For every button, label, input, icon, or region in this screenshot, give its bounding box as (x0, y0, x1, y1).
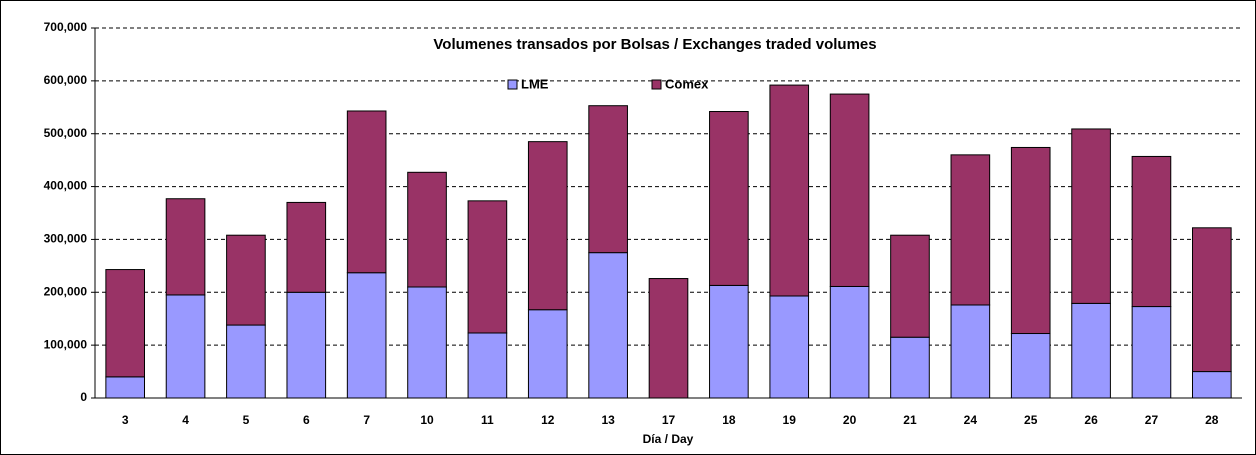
bar-segment (588, 105, 628, 254)
bar-segment (588, 252, 628, 399)
bar-segment (890, 336, 930, 399)
x-tick-label: 26 (1084, 413, 1098, 427)
bar-segment (226, 234, 266, 326)
x-tick-label: 27 (1145, 413, 1159, 427)
legend-label: Comex (665, 76, 709, 91)
bar-segment (286, 201, 327, 293)
y-tick-label: 400,000 (44, 179, 88, 193)
x-tick-label: 11 (481, 413, 494, 427)
bar-segment (527, 141, 568, 311)
legend-swatch (507, 79, 518, 90)
y-tick-label: 500,000 (44, 126, 88, 140)
bar-segment (346, 110, 387, 274)
bar-segment (467, 332, 508, 399)
x-tick-label: 12 (541, 413, 555, 427)
legend-label: LME (521, 76, 549, 91)
bar-segment (890, 234, 930, 338)
x-tick-label: 5 (243, 413, 250, 427)
bar-segment (829, 285, 870, 399)
bar-segment (105, 269, 146, 378)
x-tick-label: 6 (303, 413, 310, 427)
x-tick-label: 20 (843, 413, 857, 427)
bar-segment (709, 284, 749, 399)
bar-segment (769, 295, 810, 399)
bar-segment (709, 111, 749, 286)
bar-segment (1071, 302, 1111, 399)
bar-segment (648, 278, 689, 399)
y-tick-label: 300,000 (44, 232, 88, 246)
x-tick-label: 21 (903, 413, 917, 427)
bar-segment (829, 93, 870, 287)
bar-segment (527, 309, 568, 399)
y-tick-label: 200,000 (44, 284, 88, 298)
bar-segment (1010, 333, 1051, 399)
bar-segment (346, 272, 387, 399)
x-tick-label: 24 (964, 413, 978, 427)
x-tick-label: 3 (122, 413, 129, 427)
x-tick-label: 28 (1205, 413, 1219, 427)
y-tick-label: 700,000 (44, 20, 88, 34)
bar-segment (1010, 146, 1051, 335)
bar-segment (950, 154, 991, 306)
chart-title: Volumenes transados por Bolsas / Exchang… (433, 36, 876, 53)
x-tick-label: 25 (1024, 413, 1038, 427)
bar-segment (1131, 155, 1172, 308)
x-tick-label: 18 (722, 413, 736, 427)
bar-segment (1071, 128, 1111, 304)
bar-segment (105, 376, 146, 399)
x-tick-label: 4 (182, 413, 189, 427)
x-axis-title: Día / Day (643, 432, 694, 446)
x-tick-label: 10 (420, 413, 434, 427)
bar-segment (286, 291, 327, 399)
x-tick-label: 13 (601, 413, 615, 427)
legend-swatch (651, 79, 662, 90)
bar-segment (1191, 371, 1232, 399)
bar-segment (950, 304, 991, 399)
bar-segment (226, 324, 266, 399)
bar-segment (1131, 306, 1172, 399)
bar-segment (165, 294, 206, 399)
x-tick-label: 17 (662, 413, 676, 427)
x-tick-label: 19 (783, 413, 797, 427)
y-tick-label: 100,000 (44, 337, 88, 351)
y-tick-label: 0 (80, 390, 87, 404)
x-tick-label: 7 (363, 413, 370, 427)
bar-segment (467, 200, 508, 334)
bar-segment (1191, 227, 1232, 373)
bar-segment (407, 286, 447, 399)
bar-segment (165, 198, 206, 296)
bar-segment (407, 171, 447, 288)
bar-segment (769, 84, 810, 297)
y-tick-label: 600,000 (44, 73, 88, 87)
